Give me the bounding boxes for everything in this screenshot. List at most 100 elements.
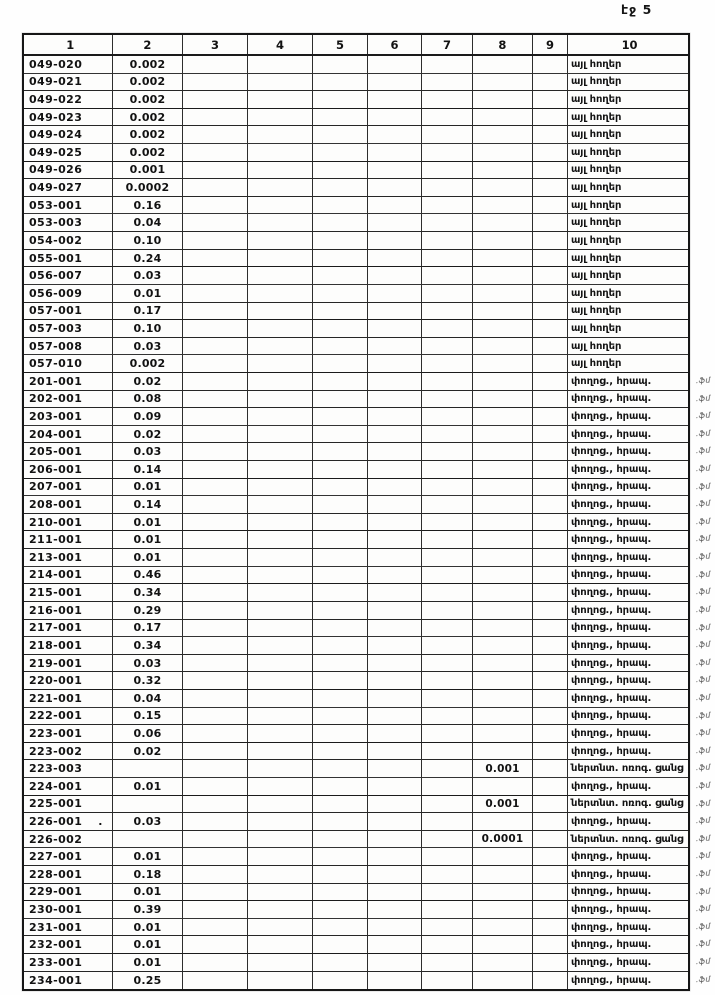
table-row: 049-026 0.001 այլ հողեր [24,161,688,180]
empty-cell [473,936,533,955]
empty-cell [473,126,533,145]
illegible-margin-mark: .ֆմ [695,903,712,914]
area-value-cell: 0.24 [113,249,183,268]
area-value-cell: 0.25 [113,971,183,990]
empty-cell [248,707,313,726]
empty-cell [473,179,533,197]
empty-cell [183,707,248,726]
header-col-4: 4 [248,35,313,54]
empty-cell [248,161,313,180]
empty-cell [422,214,473,233]
empty-cell [248,355,313,373]
empty-cell [473,901,533,919]
table-row: 233-001 0.01 փողոց., հրապ. .ֆմ [24,954,712,972]
empty-cell [313,179,368,197]
header-col-3: 3 [183,35,248,54]
empty-cell [368,461,422,479]
empty-cell [313,284,368,303]
area-value-cell: 0.01 [113,513,183,532]
empty-cell [183,672,248,690]
land-type-cell: փողոց., հրապ. [568,725,688,743]
empty-cell [313,337,368,356]
empty-cell [473,161,533,180]
land-type-cell: փողոց., հրապ. [568,672,688,690]
illegible-margin-mark: .ֆմ [695,780,712,791]
illegible-margin-mark: .ֆմ [695,516,712,527]
empty-cell [533,883,568,902]
empty-cell [368,56,422,74]
illegible-margin-mark: .ֆմ [695,798,712,808]
table-row: 208-001 0.14 փողոց., հրապ. .ֆմ [24,496,712,514]
land-type-cell: փողոց., հրապ. [568,602,688,620]
empty-cell [473,267,533,285]
empty-cell [368,689,422,708]
parcel-code-cell: 210-001 [24,513,113,532]
parcel-code-cell: 057-001 [24,302,113,321]
parcel-code-cell: 223-002 [24,742,113,761]
empty-cell [473,425,533,444]
empty-cell [248,408,313,426]
table-row: 216-001 0.29 փողոց., հրապ. .ֆմ [24,601,712,620]
empty-cell [183,760,248,778]
illegible-margin-mark: .ֆմ [695,375,712,386]
parcel-code-cell: 213-001 [24,549,113,567]
land-type-cell: փողոց., հրապ. [568,708,688,726]
empty-cell [533,249,568,268]
empty-cell [533,108,568,127]
illegible-margin-mark: .ֆմ [695,833,712,844]
empty-cell [368,108,422,127]
empty-cell [422,513,473,532]
empty-cell [533,742,568,761]
empty-cell [533,302,568,321]
empty-cell [473,584,533,602]
land-type-cell: փողոց., հրապ. [568,531,688,550]
land-type-cell: այլ հողեր [568,338,688,356]
empty-cell [183,813,248,831]
area-value-cell: 0.002 [113,91,183,109]
empty-cell [473,144,533,162]
area-value-cell: 0.03 [113,654,183,673]
empty-cell [473,866,533,884]
table-row: 053-003 0.04 այլ հողեր [24,214,688,233]
empty-cell [473,513,533,532]
parcel-code-cell: 219-001 [24,654,113,673]
empty-cell [183,866,248,884]
empty-cell [248,56,313,74]
empty-cell [313,144,368,162]
empty-cell [248,267,313,285]
empty-cell [473,531,533,550]
empty-cell [368,619,422,638]
parcel-code-cell: 203-001 [24,408,113,426]
empty-cell [473,196,533,215]
area-value-cell: 0.04 [113,214,183,233]
empty-cell [183,654,248,673]
empty-cell [422,196,473,215]
illegible-margin-mark: .ֆմ [695,939,712,949]
table-row: 225-001 0.001 ներտնտ. ոռոգ. ցանց .ֆմ [24,795,712,814]
area-value-cell: 0.002 [113,73,183,92]
land-type-cell: փողոց., հրապ. [568,408,688,426]
land-type-cell: փողոց., հրապ. [568,461,688,479]
empty-cell [533,584,568,602]
land-type-cell: փողոց., հրապ. [568,884,688,902]
empty-cell [313,302,368,321]
parcel-code-cell: 205-001 [24,443,113,462]
empty-cell [183,267,248,285]
empty-cell [313,425,368,444]
empty-cell [313,232,368,250]
empty-cell [313,742,368,761]
land-type-cell: այլ հողեր [568,74,688,92]
land-type-cell: ներտնտ. ոռոգ. ցանց [568,831,688,849]
empty-cell [313,777,368,796]
empty-cell [313,954,368,972]
empty-cell [183,742,248,761]
table-row: 202-001 0.08 փողոց., հրապ. .ֆմ [24,390,712,409]
empty-cell [533,372,568,391]
land-type-cell: փողոց., հրապ. [568,690,688,708]
land-type-cell: փողոց., հրապ. [568,919,688,937]
land-type-cell: փողոց., հրապ. [568,549,688,567]
empty-cell [248,584,313,602]
illegible-margin-mark: .ֆմ [695,534,712,544]
empty-cell [248,795,313,814]
empty-cell [422,390,473,409]
